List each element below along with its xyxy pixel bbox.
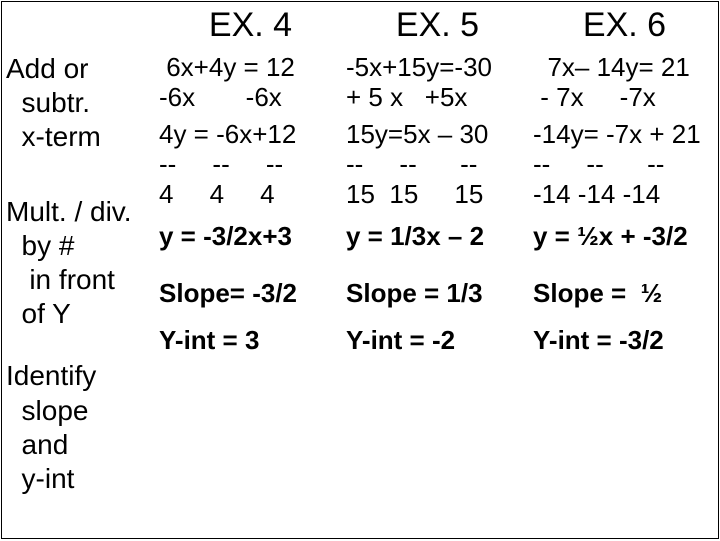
yint-value: Y-int = -3/2 [533,326,716,355]
label-line: Mult. / div. [6,196,149,228]
ex5-column: -5x+15y=-30 + 5 x +5x 15y=5x – 30 -- -- … [344,49,531,537]
equation-line: 7x– 14y= 21 [533,53,716,82]
slope-value: Slope = ½ [533,279,716,308]
ex4-column: 6x+4y = 12 -6x -6x 4y = -6x+12 -- -- -- … [157,49,344,537]
yint-value: Y-int = 3 [159,326,342,355]
divide-nums: 15 15 15 [346,180,529,209]
divide-nums: -14 -14 -14 [533,180,716,209]
label-line: in front [6,264,149,296]
label-column: Add or subtr. x-term Mult. / div. by # i… [2,49,157,537]
final-equation: y = -3/2x+3 [159,222,342,251]
ex6-column: 7x– 14y= 21 - 7x -7x -14y= -7x + 21 -- -… [531,49,718,537]
content-columns: Add or subtr. x-term Mult. / div. by # i… [2,49,718,537]
label-line: Identify [6,360,149,392]
divide-dashes: -- -- -- [159,150,342,179]
subtract-line: - 7x -7x [533,83,716,112]
header-ex6: EX. 6 [531,2,718,49]
equation-line: -14y= -7x + 21 [533,120,716,149]
slope-value: Slope= -3/2 [159,279,342,308]
label-line: and [6,429,149,461]
yint-value: Y-int = -2 [346,326,529,355]
slope-value: Slope = 1/3 [346,279,529,308]
label-line: y-int [6,463,149,495]
header-row: EX. 4 EX. 5 EX. 6 [2,2,718,49]
equation-line: -5x+15y=-30 [346,53,529,82]
subtract-line: + 5 x +5x [346,83,529,112]
header-ex4: EX. 4 [157,2,344,49]
subtract-line: -6x -6x [159,83,342,112]
label-line: Add or [6,53,149,85]
divide-dashes: -- -- -- [533,150,716,179]
label-line: slope [6,395,149,427]
equation-line: 4y = -6x+12 [159,120,342,149]
divide-nums: 4 4 4 [159,180,342,209]
equation-line: 15y=5x – 30 [346,120,529,149]
equation-line: 6x+4y = 12 [159,53,342,82]
worksheet-frame: EX. 4 EX. 5 EX. 6 Add or subtr. x-term M… [1,1,719,539]
divide-dashes: -- -- -- [346,150,529,179]
label-line: subtr. [6,87,149,119]
final-equation: y = ½x + -3/2 [533,222,716,251]
final-equation: y = 1/3x – 2 [346,222,529,251]
header-ex5: EX. 5 [344,2,531,49]
label-line: of Y [6,298,149,330]
label-line: x-term [6,121,149,153]
label-line: by # [6,230,149,262]
